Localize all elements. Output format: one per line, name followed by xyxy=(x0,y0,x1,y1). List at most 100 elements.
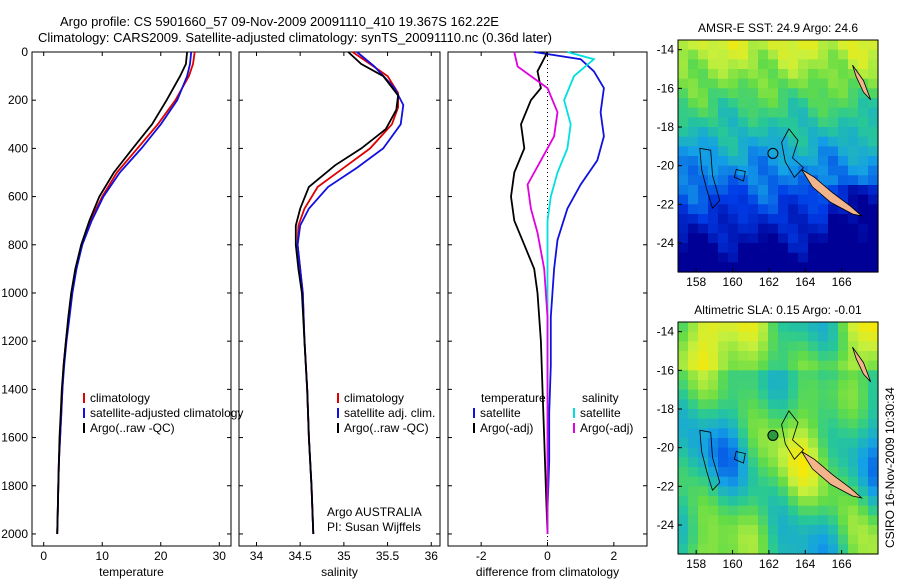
heat-cell xyxy=(868,88,879,99)
heat-cell xyxy=(688,204,699,215)
heat-cell xyxy=(688,457,699,468)
heat-cell xyxy=(678,496,689,507)
heat-cell xyxy=(818,136,829,147)
heat-cell xyxy=(698,467,709,478)
heat-cell xyxy=(718,214,729,225)
heat-cell xyxy=(758,136,769,147)
heat-cell xyxy=(748,98,759,109)
heat-cell xyxy=(828,127,839,138)
heat-cell xyxy=(818,78,829,89)
heat-cell xyxy=(838,146,849,157)
heat-cell xyxy=(768,136,779,147)
heat-cell xyxy=(788,438,799,449)
heat-cell xyxy=(698,351,709,362)
heat-cell xyxy=(698,223,709,234)
heat-cell xyxy=(778,360,789,371)
heat-cell xyxy=(748,204,759,215)
heat-cell xyxy=(818,341,829,352)
heat-cell xyxy=(718,447,729,458)
heat-cell xyxy=(828,409,839,420)
heat-cell xyxy=(738,98,749,109)
heat-cell xyxy=(868,399,879,410)
heat-cell xyxy=(688,146,699,157)
heat-cell xyxy=(758,447,769,458)
heat-cell xyxy=(758,165,769,176)
heat-cell xyxy=(708,534,719,545)
heat-cell xyxy=(718,322,729,333)
heat-cell xyxy=(708,117,719,128)
heat-cell xyxy=(748,262,759,273)
heat-cell xyxy=(768,351,779,362)
heat-cell xyxy=(818,438,829,449)
heat-cell xyxy=(728,418,739,429)
heat-cell xyxy=(858,409,869,420)
heat-cell xyxy=(688,515,699,526)
heat-cell xyxy=(708,69,719,80)
heat-cell xyxy=(708,515,719,526)
heat-cell xyxy=(778,438,789,449)
heat-cell xyxy=(848,544,859,555)
heat-cell xyxy=(808,370,819,381)
heat-cell xyxy=(848,409,859,420)
heat-cell xyxy=(868,544,879,555)
heat-cell xyxy=(818,428,829,439)
heat-cell xyxy=(798,175,809,186)
heat-cell xyxy=(678,389,689,400)
heat-cell xyxy=(788,243,799,254)
heat-cell xyxy=(698,341,709,352)
heat-cell xyxy=(858,117,869,128)
heat-cell xyxy=(868,351,879,362)
heat-cell xyxy=(758,505,769,516)
heat-cell xyxy=(818,389,829,400)
heat-cell xyxy=(808,544,819,555)
heat-cell xyxy=(778,49,789,60)
y-tick-label: 800 xyxy=(8,238,28,252)
heat-cell xyxy=(748,194,759,205)
heat-cell xyxy=(718,380,729,391)
heat-cell xyxy=(838,223,849,234)
heat-cell xyxy=(808,418,819,429)
heat-cell xyxy=(838,331,849,342)
heat-cell xyxy=(768,262,779,273)
heat-cell xyxy=(688,322,699,333)
heat-cell xyxy=(778,233,789,244)
heat-cell xyxy=(718,233,729,244)
heat-cell xyxy=(828,40,839,51)
y-tick-label: 200 xyxy=(8,93,28,107)
heat-cell xyxy=(728,233,739,244)
y-tick-label: -18 xyxy=(657,402,675,416)
heat-cell xyxy=(808,438,819,449)
heat-cell xyxy=(748,380,759,391)
heat-cell xyxy=(748,447,759,458)
heat-cell xyxy=(788,341,799,352)
heat-cell xyxy=(688,214,699,225)
heat-cell xyxy=(728,156,739,167)
heat-cell xyxy=(718,69,729,80)
y-tick-label: 1600 xyxy=(1,431,28,445)
x-tick-label: 34 xyxy=(250,549,264,563)
heat-cell xyxy=(788,107,799,118)
heat-cell xyxy=(798,262,809,273)
heat-cell xyxy=(738,127,749,138)
heat-cell xyxy=(848,175,859,186)
heat-cell xyxy=(848,214,859,225)
heat-cell xyxy=(828,185,839,196)
heat-cell xyxy=(858,204,869,215)
heat-cell xyxy=(688,136,699,147)
heat-cell xyxy=(758,476,769,487)
heat-cell xyxy=(678,262,689,273)
heat-cell xyxy=(748,399,759,410)
heat-cell xyxy=(688,40,699,51)
heat-cell xyxy=(688,107,699,118)
heat-cell xyxy=(848,496,859,507)
heat-cell xyxy=(718,165,729,176)
heat-cell xyxy=(738,252,749,263)
heat-cell xyxy=(718,467,729,478)
heat-cell xyxy=(828,59,839,70)
heat-cell xyxy=(718,204,729,215)
heat-cell xyxy=(818,515,829,526)
heat-cell xyxy=(848,146,859,157)
heat-cell xyxy=(748,117,759,128)
heat-cell xyxy=(818,409,829,420)
plot-panels: 0 10 20 30020040060080010001200140016001800… xyxy=(1,21,879,579)
